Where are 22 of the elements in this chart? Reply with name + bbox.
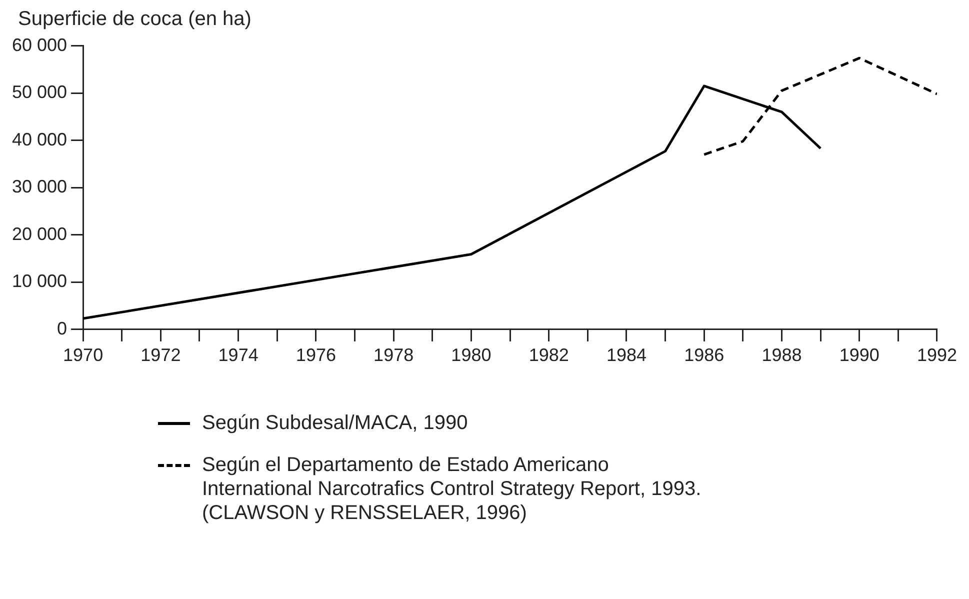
x-tick-label: 1992 xyxy=(916,345,957,366)
y-tick-label: 0 xyxy=(57,318,68,338)
x-tick-label: 1970 xyxy=(63,345,104,366)
y-tick-label: 20 000 xyxy=(12,224,68,244)
y-tick-label: 10 000 xyxy=(12,271,68,292)
x-tick-label: 1974 xyxy=(218,345,258,366)
y-tick-label: 30 000 xyxy=(12,176,68,197)
x-tick-label: 1990 xyxy=(839,345,880,366)
legend-label: Según Subdesal/MACA, 1990 xyxy=(202,411,468,435)
legend-label: Según el Departamento de Estado Americano International Narcotrafics Control Strategy Report, 1993. (CLAWSON y RENSSELAER, 1996) xyxy=(202,453,702,525)
x-tick-label: 1986 xyxy=(684,345,724,366)
x-tick-label: 1982 xyxy=(528,345,569,366)
x-tick-label: 1972 xyxy=(140,345,181,366)
y-tick-label: 50 000 xyxy=(12,82,68,102)
x-tick-label: 1978 xyxy=(374,345,414,366)
y-axis-title: Superficie de coca (en ha) xyxy=(18,8,252,31)
y-tick-label: 40 000 xyxy=(12,129,68,150)
x-tick-label: 1988 xyxy=(762,345,802,366)
x-tick-label: 1976 xyxy=(296,345,336,366)
y-tick-label: 60 000 xyxy=(12,34,68,55)
x-tick-label: 1984 xyxy=(606,345,646,366)
x-tick-label: 1980 xyxy=(451,345,492,366)
